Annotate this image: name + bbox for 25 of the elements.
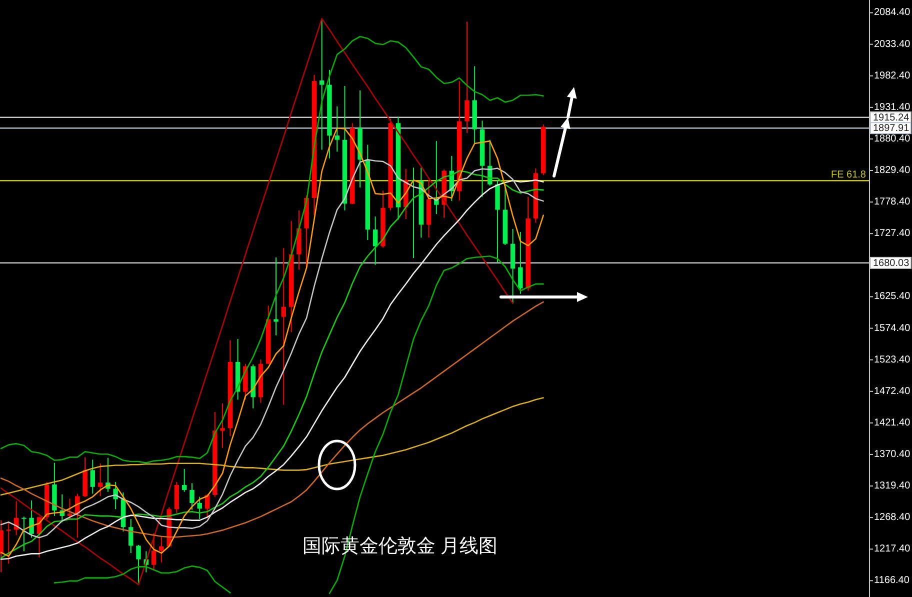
ytick-label: 1931.40	[874, 102, 910, 113]
ytick-label: 1472.40	[874, 386, 910, 397]
annotation: FE 61.8	[830, 170, 866, 181]
ytick-label: 1319.40	[874, 480, 910, 492]
ytick-label: 1268.40	[874, 512, 910, 524]
ytick-label: 1829.40	[874, 165, 910, 176]
ytick-label: 1370.40	[874, 448, 910, 460]
ytick-label: 2084.40	[874, 7, 910, 18]
ytick-label: 1982.40	[874, 70, 910, 82]
ytick-label: 1421.40	[874, 417, 910, 428]
ytick-label: 1574.40	[874, 322, 910, 334]
ref-label: 1915.24	[870, 111, 912, 124]
ytick-label: 1778.40	[874, 196, 910, 208]
ytick-label: 1727.40	[874, 228, 910, 240]
ytick-label: 1217.40	[874, 544, 910, 555]
ref-line-label: 1915.24	[873, 112, 910, 124]
ytick-label: 1166.40	[874, 575, 910, 586]
ref-label: 1680.03	[870, 256, 912, 269]
ytick-label: 1880.40	[874, 133, 910, 144]
ref-line-label: 1680.03	[873, 258, 910, 269]
ref-line-label: 1897.91	[873, 123, 910, 134]
ytick-label: 1625.40	[874, 291, 910, 302]
ytick-label: 2033.40	[874, 38, 910, 50]
ref-label: 1897.91	[870, 122, 912, 134]
ytick-label: 1523.40	[874, 354, 910, 366]
